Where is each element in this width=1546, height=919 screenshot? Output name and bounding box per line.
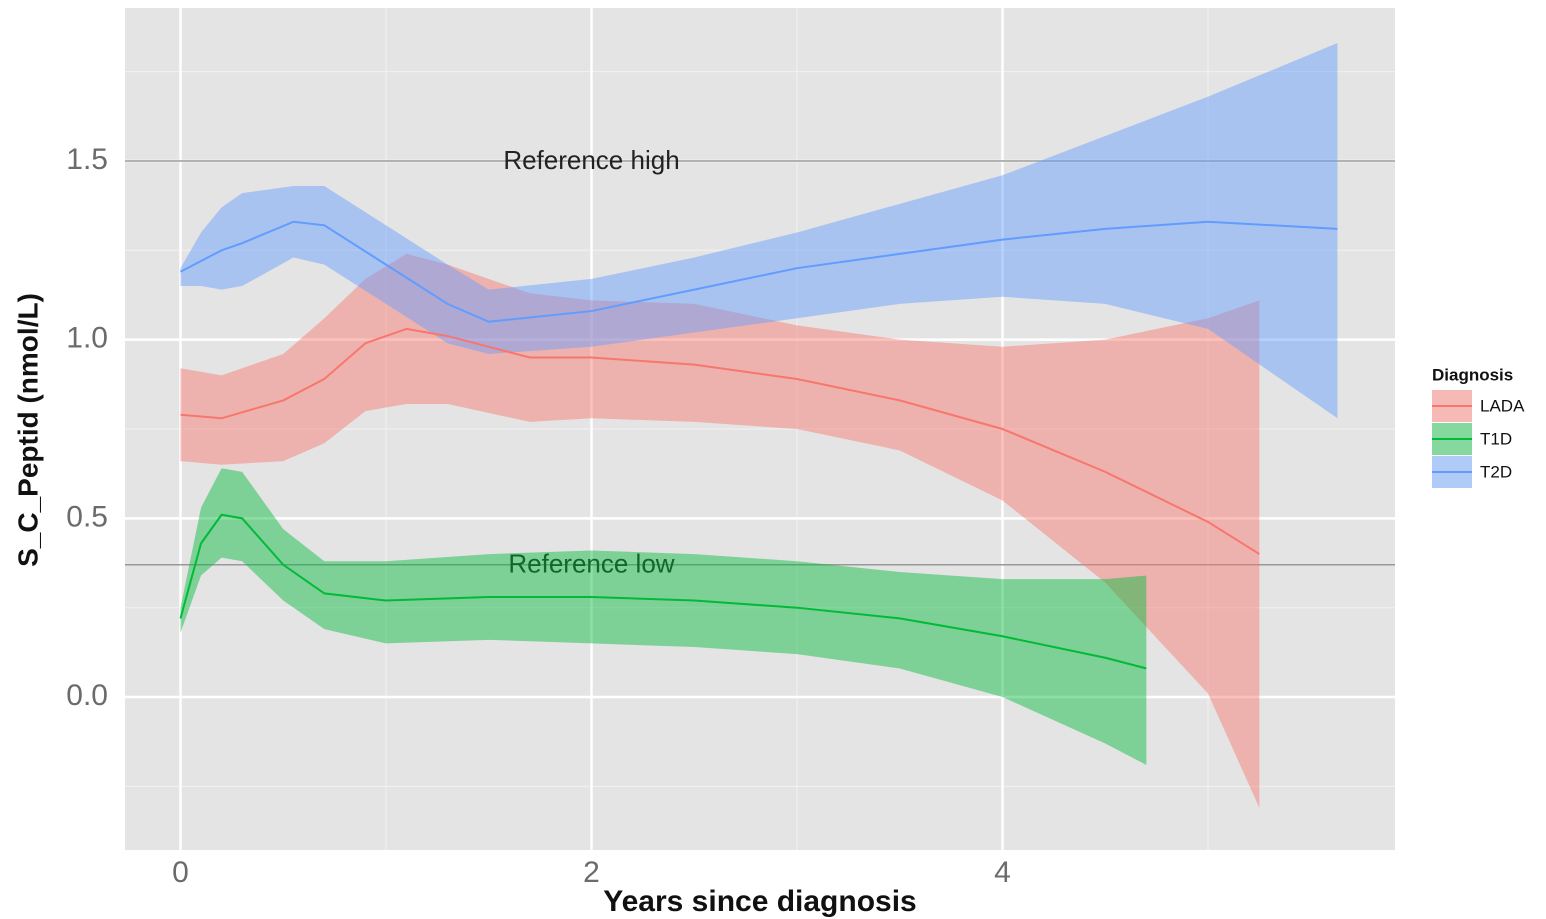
legend-title: Diagnosis (1432, 365, 1513, 384)
confidence-band (180, 468, 1147, 765)
x-tick-label: 4 (994, 856, 1011, 889)
x-tick-label: 2 (583, 856, 600, 889)
reference-label: Reference high (503, 145, 679, 175)
legend-label: T2D (1480, 462, 1512, 481)
y-axis-title: S_C_Peptid (nmol/L) (12, 293, 43, 567)
y-tick-label: 0.0 (66, 679, 108, 712)
y-tick-label: 0.5 (66, 500, 108, 533)
line (180, 220, 1338, 323)
confidence-band (180, 253, 1260, 808)
line (179, 513, 1147, 670)
y-tick-label: 1.0 (66, 322, 108, 355)
legend-label: LADA (1480, 396, 1525, 415)
line (180, 327, 1260, 555)
reference-label: Reference low (508, 549, 674, 579)
x-tick-label: 0 (172, 856, 189, 889)
x-axis-title: Years since diagnosis (603, 885, 917, 918)
y-tick-label: 1.5 (66, 143, 108, 176)
confidence-band (180, 43, 1338, 419)
legend-label: T1D (1480, 429, 1512, 448)
